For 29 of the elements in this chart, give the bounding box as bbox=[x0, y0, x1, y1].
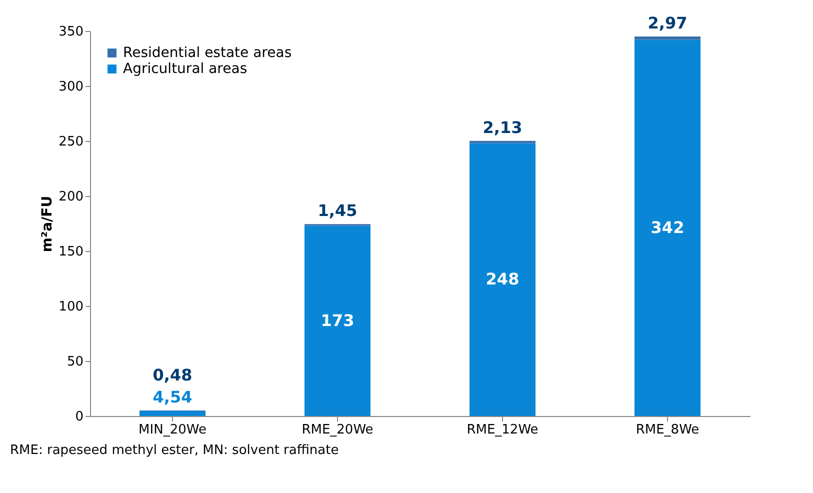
bar bbox=[634, 36, 700, 40]
y-axis-title: m²a/FU bbox=[40, 196, 56, 252]
x-tick-label: RME_8We bbox=[636, 422, 700, 438]
y-tick-label: 200 bbox=[58, 190, 84, 204]
data-label: 173 bbox=[320, 310, 354, 330]
data-label: 4,54 bbox=[152, 387, 192, 406]
y-tick-label: 100 bbox=[58, 300, 84, 314]
bar bbox=[634, 40, 700, 416]
x-tick-label: RME_20We bbox=[302, 422, 374, 438]
y-tick-label: 350 bbox=[58, 24, 84, 40]
y-tick-label: 150 bbox=[58, 244, 84, 260]
data-label: 2,97 bbox=[648, 14, 688, 33]
y-tick-label: 0 bbox=[75, 410, 84, 424]
data-label: 248 bbox=[486, 270, 520, 289]
x-tick-label: RME_12We bbox=[466, 422, 538, 438]
bar bbox=[470, 143, 536, 416]
legend-label: Residential estate areas bbox=[123, 45, 292, 61]
data-label: 2,13 bbox=[482, 118, 522, 137]
y-tick-label: 50 bbox=[66, 354, 84, 370]
legend-label: Agricultural areas bbox=[123, 61, 248, 77]
data-label: 1,45 bbox=[318, 201, 358, 220]
y-tick-label: 250 bbox=[58, 134, 84, 150]
bar bbox=[304, 226, 370, 416]
data-label: 342 bbox=[650, 218, 684, 237]
data-label: 0,48 bbox=[152, 365, 192, 384]
bar bbox=[140, 411, 206, 416]
y-tick-label: 300 bbox=[58, 80, 84, 94]
text: RME: rapeseed methyl ester, MN: solvent raffinate bbox=[10, 443, 339, 458]
x-tick-label: MIN_20We bbox=[138, 422, 206, 438]
